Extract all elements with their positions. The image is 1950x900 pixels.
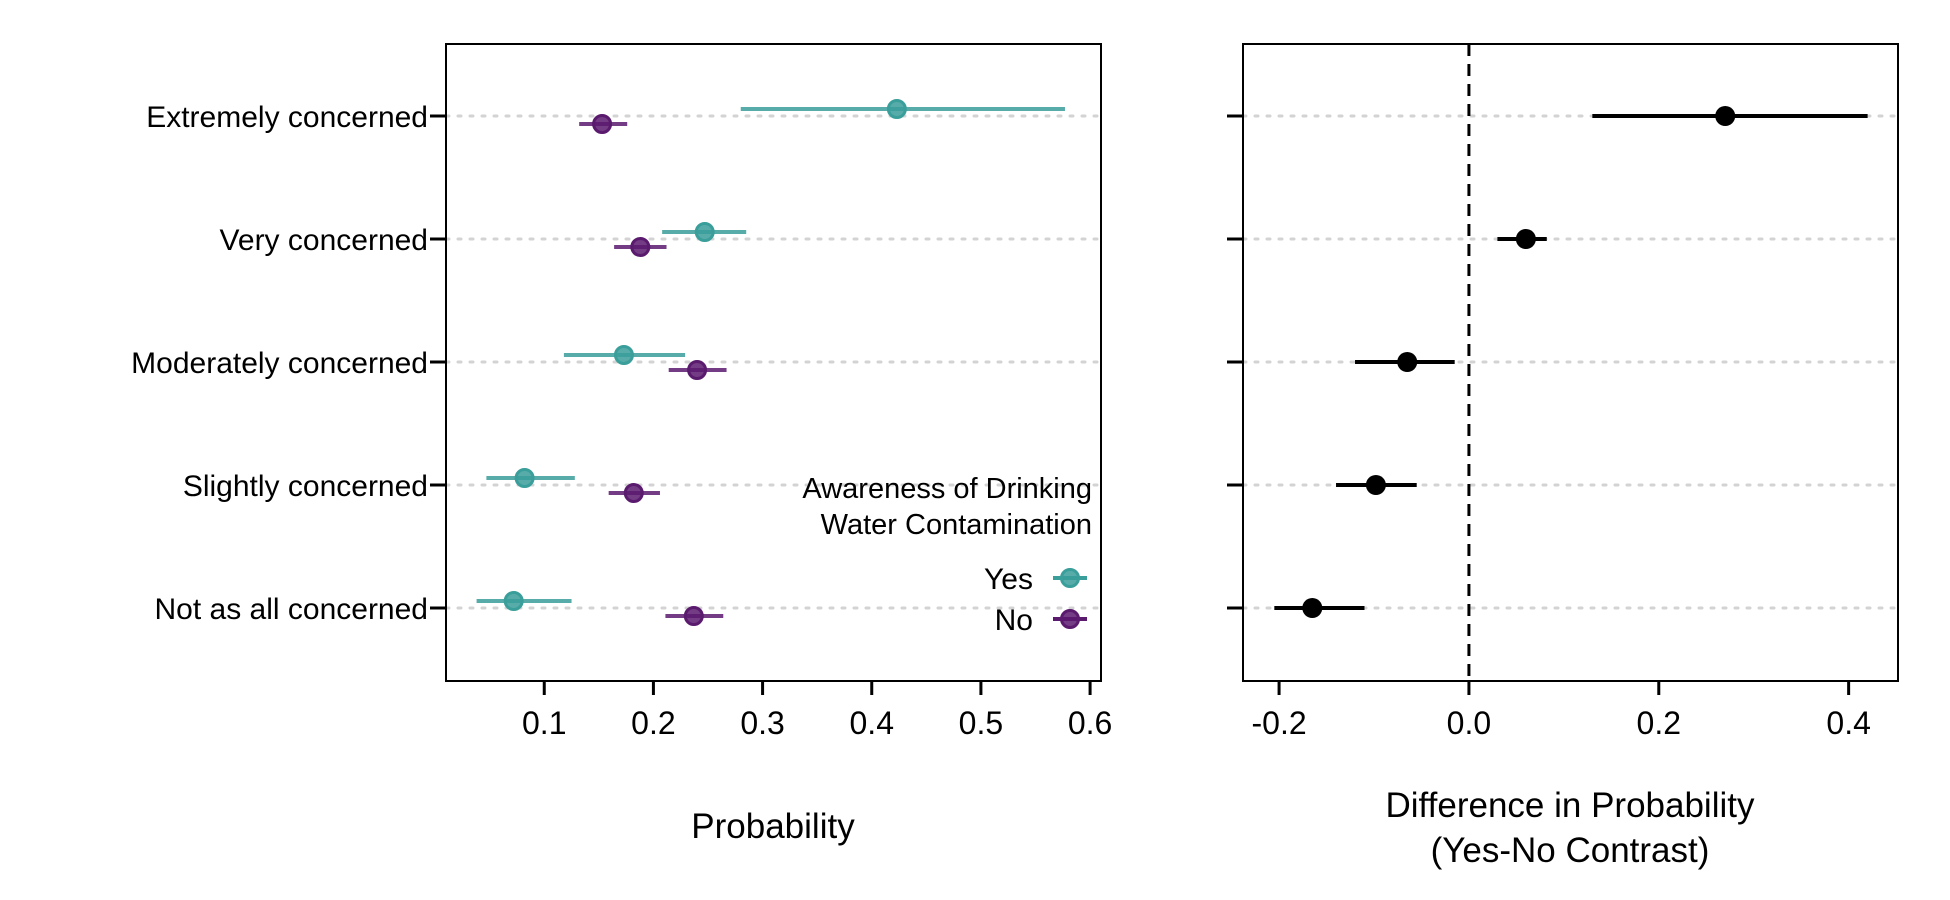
y-tick-label: Slightly concerned	[183, 470, 428, 503]
x-tick-label: 0.4	[1826, 705, 1870, 741]
x-tick-label: 0.3	[740, 705, 784, 741]
legend-key-point	[1060, 609, 1080, 629]
point-estimate	[1715, 106, 1736, 126]
x-tick-label: 0.0	[1447, 705, 1491, 741]
legend-title-line2: Water Contamination	[821, 509, 1092, 541]
right-x-axis-label-line2: (Yes-No Contrast)	[1431, 831, 1710, 870]
x-tick-label: 0.2	[631, 705, 675, 741]
left-y-ticks: Extremely concerned Very concerned Moderat…	[131, 101, 446, 626]
point-estimate	[1365, 475, 1386, 495]
y-tick-label: Extremely concerned	[146, 101, 428, 134]
y-tick-label: Very concerned	[220, 224, 428, 257]
point-estimate	[886, 99, 907, 119]
x-tick-label: 0.6	[1068, 705, 1112, 741]
point-estimate	[687, 360, 708, 380]
legend-label: Yes	[984, 563, 1033, 596]
left-x-axis-label: Probability	[691, 807, 855, 846]
legend-label: No	[995, 604, 1033, 637]
x-tick-label: 0.2	[1637, 705, 1681, 741]
left-gridlines	[444, 114, 1103, 610]
point-estimate	[514, 468, 535, 488]
x-tick-label: 0.1	[522, 705, 566, 741]
point-estimate	[630, 237, 651, 257]
point-estimate	[592, 114, 613, 134]
point-estimate	[503, 591, 524, 611]
legend-items: Yes No	[984, 563, 1087, 637]
point-estimate	[694, 222, 715, 242]
legend-key-point	[1060, 568, 1080, 588]
left-panel: Extremely concerned Very concerned Moderat…	[131, 43, 1112, 846]
x-tick-label: 0.5	[959, 705, 1003, 741]
x-tick-label: -0.2	[1252, 705, 1307, 741]
legend: Awareness of Drinking Water Contaminatio…	[802, 473, 1092, 637]
right-marks	[1274, 106, 1868, 618]
right-panel: -0.2 0.0 0.2 0.4 Difference in Probability …	[1227, 43, 1900, 870]
x-tick-label: 0.4	[850, 705, 894, 741]
point-estimate	[623, 483, 644, 503]
point-estimate	[1515, 229, 1536, 249]
point-estimate	[613, 345, 634, 365]
y-tick-label: Not as all concerned	[155, 593, 429, 626]
point-estimate	[1302, 598, 1323, 618]
right-x-ticks: -0.2 0.0 0.2 0.4	[1252, 681, 1871, 741]
left-x-ticks: 0.1 0.2 0.3 0.4 0.5 0.6	[522, 681, 1112, 741]
point-estimate	[1397, 352, 1418, 372]
right-gridlines	[1241, 114, 1900, 610]
right-y-ticks	[1227, 114, 1243, 610]
point-estimate	[683, 606, 704, 626]
right-x-axis-label-line1: Difference in Probability	[1386, 786, 1755, 825]
legend-title-line1: Awareness of Drinking	[802, 473, 1092, 505]
left-marks	[476, 99, 1065, 626]
y-tick-label: Moderately concerned	[131, 347, 428, 380]
